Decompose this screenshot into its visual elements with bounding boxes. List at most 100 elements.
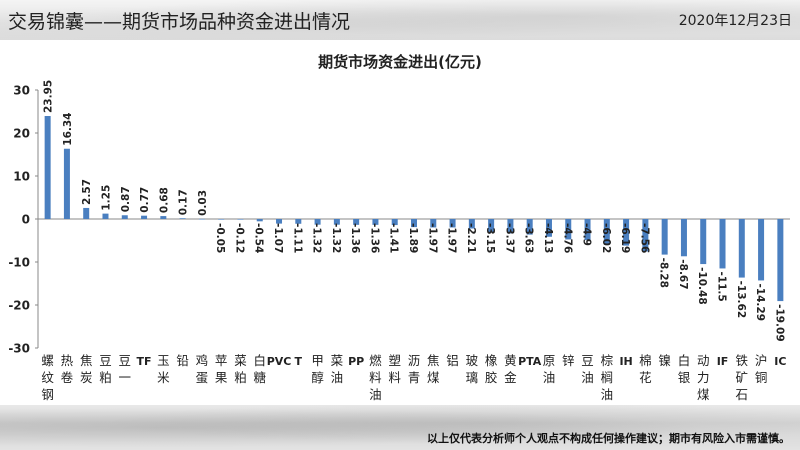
data-label: 2.57	[81, 179, 93, 205]
data-label: -4.9	[581, 223, 593, 246]
bar	[121, 215, 128, 219]
bar	[295, 219, 302, 224]
category-label: IF	[717, 355, 729, 368]
data-label: -1.11	[291, 223, 303, 253]
category-label: 焦炭	[80, 353, 93, 385]
y-tick-label: 10	[13, 170, 30, 184]
chart-panel: 期货市场资金进出(亿元) 30 20 10 0 -10 -20 -30 23.95 16.34…	[0, 40, 800, 408]
category-label: 白糖	[253, 353, 266, 385]
data-label: -0.05	[214, 223, 226, 253]
bar	[449, 219, 456, 228]
bar	[102, 213, 109, 219]
bar	[314, 219, 321, 225]
category-label: 甲醇	[311, 353, 324, 385]
bar	[777, 219, 784, 302]
category-label: 铝	[446, 353, 459, 368]
bar	[333, 219, 340, 225]
bar	[391, 219, 398, 226]
category-label: PP	[348, 355, 364, 368]
data-label: -8.67	[677, 259, 689, 289]
category-label: 玉米	[157, 353, 170, 385]
report-date: 2020年12月23日	[678, 13, 792, 29]
bar	[276, 219, 283, 224]
data-label: -6.02	[600, 223, 612, 253]
data-label: -3.37	[503, 223, 515, 253]
category-label: 玻璃	[466, 353, 479, 385]
bar	[565, 219, 572, 240]
bar	[44, 116, 51, 219]
category-label: 白银	[678, 353, 691, 385]
footer-bar	[0, 405, 800, 450]
data-label: -1.97	[446, 223, 458, 253]
category-label: 焦煤	[427, 353, 440, 385]
data-label: -1.36	[368, 223, 380, 253]
data-label: -6.19	[619, 223, 631, 253]
data-label: -0.54	[253, 223, 265, 253]
bar	[545, 219, 552, 237]
bar	[719, 219, 726, 269]
data-label: -14.29	[754, 283, 766, 321]
category-label: 热卷	[61, 353, 74, 385]
category-label: 沪铜	[755, 353, 768, 385]
data-label: -3.15	[484, 223, 496, 253]
data-label: -1.32	[330, 223, 342, 253]
bar	[758, 219, 765, 281]
data-label: 0.87	[120, 186, 132, 212]
category-label: 鸡蛋	[196, 353, 209, 385]
bar	[507, 219, 514, 234]
data-label: -11.5	[716, 271, 728, 301]
bar	[256, 219, 263, 222]
category-label: 豆一	[119, 353, 132, 385]
category-label: 橡胶	[485, 353, 498, 385]
category-label: PTA	[518, 355, 542, 368]
y-tick-label: -20	[8, 299, 30, 313]
data-label: -10.48	[696, 267, 708, 305]
data-label: 0.68	[158, 187, 170, 213]
data-label: -1.07	[272, 223, 284, 253]
data-label: -1.89	[407, 223, 419, 253]
bar	[526, 219, 533, 235]
category-label: 沥青	[408, 353, 421, 385]
bar-chart: 期货市场资金进出(亿元) 30 20 10 0 -10 -20 -30 23.95 16.34…	[8, 53, 790, 402]
y-tick-label: 20	[13, 127, 30, 141]
y-tick-label: -10	[8, 256, 30, 270]
bar	[353, 219, 360, 225]
category-label: 豆粕	[99, 353, 112, 385]
bar-layer	[44, 116, 784, 302]
bar	[218, 219, 225, 220]
bar	[603, 219, 610, 245]
bar	[738, 219, 745, 278]
category-label: IC	[774, 355, 786, 368]
data-label: 0.17	[178, 189, 190, 215]
value-label-layer: 23.95 16.34 2.57 1.25 0.87 0.77 0.68 0.17 0.03 -0…	[43, 80, 786, 342]
data-label: 23.95	[43, 80, 55, 113]
bar	[237, 219, 244, 220]
category-label: 动力煤	[697, 353, 710, 402]
bar	[179, 218, 186, 219]
category-label: 铅	[176, 353, 189, 368]
data-label: 16.34	[62, 113, 74, 146]
bar	[198, 218, 205, 220]
data-label: -1.41	[388, 223, 400, 253]
data-label: -1.97	[426, 223, 438, 253]
bar	[372, 219, 379, 225]
data-label: 0.77	[139, 187, 151, 213]
data-label: -2.21	[465, 223, 477, 253]
data-label: -8.28	[658, 258, 670, 288]
bar	[411, 219, 417, 228]
category-label: 原油	[543, 353, 556, 385]
data-label: -4.13	[542, 223, 554, 253]
bar	[661, 219, 668, 255]
bar	[584, 219, 591, 241]
category-label: PVC	[267, 355, 292, 368]
category-label: 棕榈油	[601, 353, 614, 402]
category-label: 菜油	[331, 353, 344, 385]
bar	[83, 207, 90, 219]
disclaimer-text: 以上仅代表分析师个人观点不构成任何操作建议；期市有风险入市需谨慎。	[427, 432, 790, 445]
data-label: -3.63	[523, 223, 535, 253]
data-label: 0.03	[197, 190, 209, 216]
category-label: 苹果	[215, 353, 228, 385]
axis-layer: 30 20 10 0 -10 -20 -30	[8, 84, 790, 356]
bar	[141, 215, 148, 219]
bar	[642, 219, 649, 252]
